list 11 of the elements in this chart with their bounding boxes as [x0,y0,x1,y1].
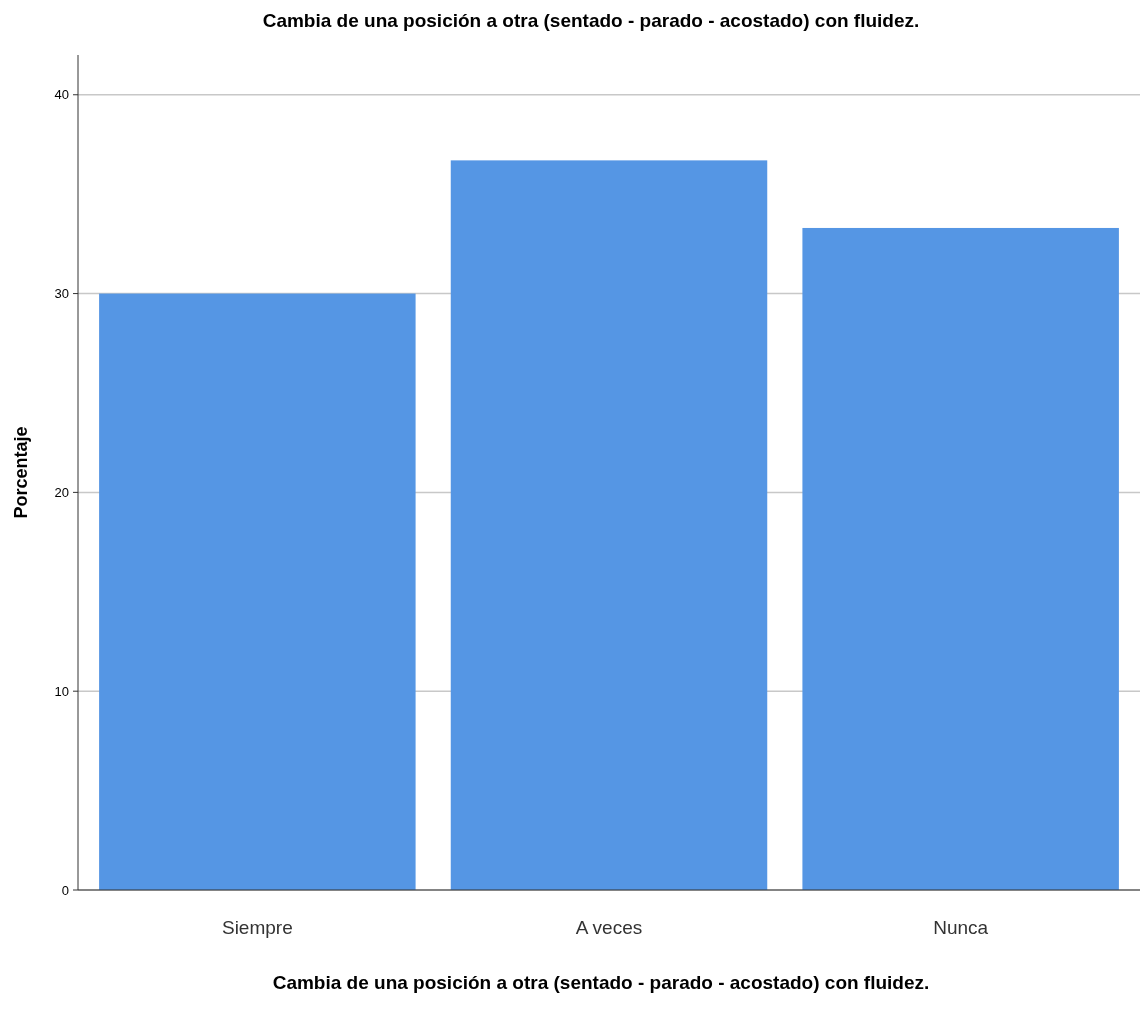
y-axis-title: Porcentaje [11,426,31,519]
x-tick-label: Siempre [221,917,293,938]
x-tick-label: Nunca [933,917,989,938]
x-tick-label: A veces [575,917,643,938]
chart-title: Cambia de una posición a otra (sentado - parado - acostado) con fluidez. [262,10,920,31]
y-tick-label: 20 [54,484,69,500]
y-tick-label: 40 [54,87,69,103]
y-tick-label: 30 [54,286,69,302]
y-tick-label: 0 [61,882,69,898]
x-axis-title: Cambia de una posición a otra (sentado - parado - acostado) con fluidez. [272,972,930,993]
y-tick-label: 10 [54,683,69,699]
